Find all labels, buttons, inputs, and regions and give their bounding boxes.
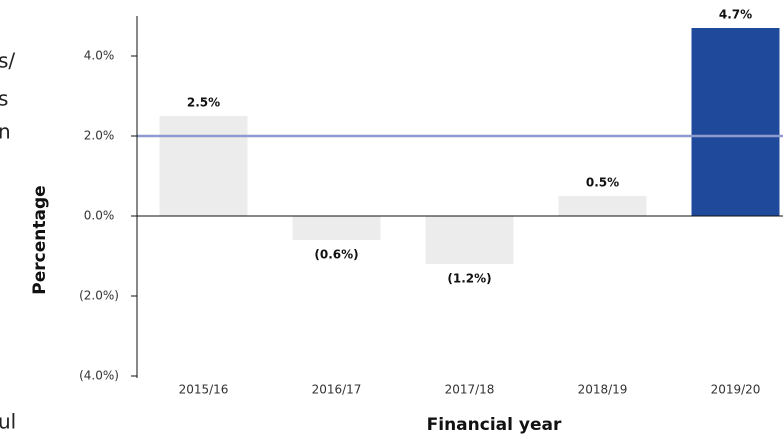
data-label: (1.2%) <box>447 272 491 286</box>
x-axis-label: Financial year <box>427 415 562 435</box>
x-tick-label: 2016/17 <box>312 383 362 397</box>
bar <box>292 216 381 240</box>
data-label: 2.5% <box>187 96 220 110</box>
side-text: ul <box>0 410 16 434</box>
x-tick-label: 2017/18 <box>445 383 495 397</box>
data-label: 4.7% <box>719 8 752 22</box>
side-text: n <box>0 120 11 144</box>
y-axis-label: Percentage <box>30 185 50 294</box>
data-label: 0.5% <box>586 176 619 190</box>
y-tick-label: 2.0% <box>84 129 115 143</box>
y-tick-label: (4.0%) <box>79 369 119 383</box>
bar <box>425 216 514 264</box>
y-tick-label: (2.0%) <box>79 289 119 303</box>
bar <box>558 196 647 216</box>
y-tick-label: 0.0% <box>84 209 115 223</box>
x-tick-label: 2019/20 <box>711 383 761 397</box>
bar <box>691 28 780 216</box>
y-tick-label: 4.0% <box>84 49 115 63</box>
x-tick-label: 2018/19 <box>578 383 628 397</box>
side-text: s/ <box>0 49 15 73</box>
side-text: s <box>0 87 8 111</box>
bar <box>159 116 248 216</box>
data-label: (0.6%) <box>314 248 358 262</box>
x-tick-label: 2015/16 <box>179 383 229 397</box>
